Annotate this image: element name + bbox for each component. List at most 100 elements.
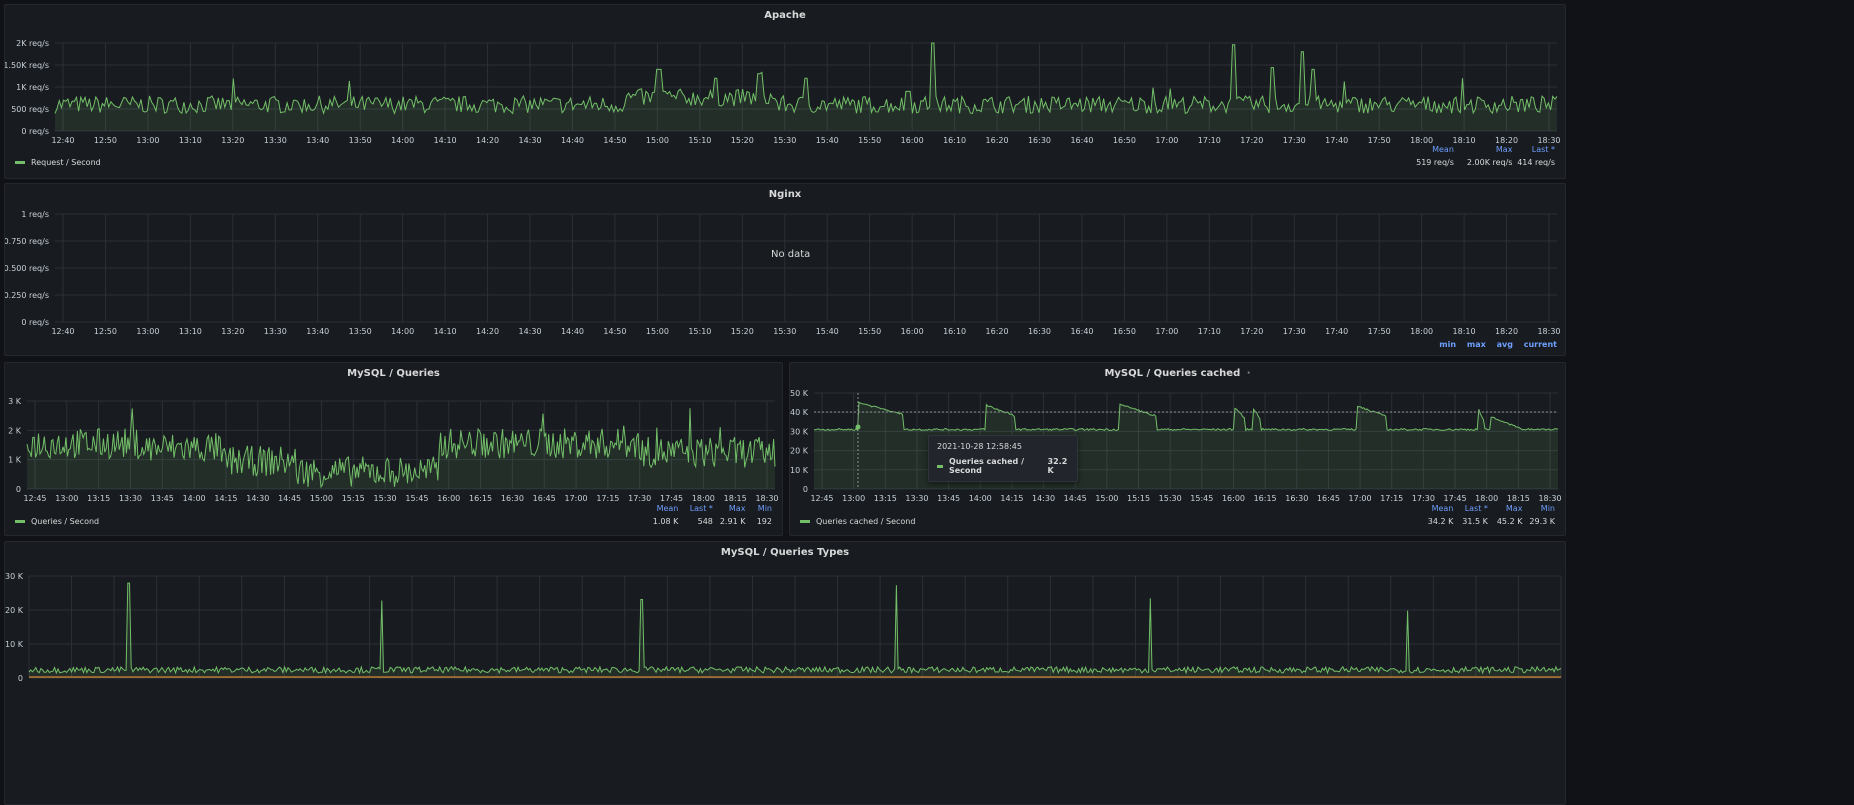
x-tick-label: 15:20 bbox=[731, 327, 754, 336]
legend-stats-values: 34.2 K 31.5 K 45.2 K 29.3 K bbox=[1421, 517, 1555, 526]
x-tick-label: 14:20 bbox=[476, 136, 499, 145]
x-tick-label: 14:30 bbox=[1032, 494, 1055, 503]
stat-value-min: 29.3 K bbox=[1529, 517, 1555, 526]
stat-header-last[interactable]: Last * bbox=[1464, 504, 1488, 513]
x-tick-label: 16:50 bbox=[1113, 327, 1136, 336]
panel-nginx[interactable]: Nginx 1 req/s 0.750 req/s 0.500 req/s 0.250… bbox=[4, 183, 1566, 356]
panel-title[interactable]: MySQL / Queries bbox=[347, 368, 440, 379]
x-tick-label: 13:50 bbox=[349, 327, 372, 336]
legend-stats-headers: Mean Last * Max Min bbox=[1421, 504, 1555, 513]
legend-item[interactable]: Queries / Second bbox=[15, 517, 99, 526]
legend-stats-values: 519 req/s 2.00K req/s 414 req/s bbox=[1404, 158, 1555, 167]
panel-title[interactable]: MySQL / Queries Types bbox=[720, 547, 850, 558]
series-color-swatch[interactable] bbox=[800, 520, 810, 523]
x-tick-label: 13:30 bbox=[119, 494, 142, 503]
panel-apache[interactable]: Apache 2K req/s 1.50K req/s 1K req/s 500 re… bbox=[4, 4, 1566, 179]
y-tick-label: 1K req/s bbox=[16, 83, 49, 92]
x-tick-label: 14:00 bbox=[183, 494, 206, 503]
calc-avg-link[interactable]: avg bbox=[1496, 340, 1513, 349]
x-tick-label: 16:40 bbox=[1070, 327, 1093, 336]
stat-header-mean[interactable]: Mean bbox=[656, 504, 679, 513]
y-tick-label: 30 K bbox=[790, 427, 809, 436]
series-color-swatch[interactable] bbox=[15, 161, 25, 164]
x-tick-label: 16:45 bbox=[533, 494, 556, 503]
mysql-queries-graph[interactable]: 3 K 2 K 1 K 012:45 13:00 13:15 13:30 13:45 14:00… bbox=[5, 363, 783, 536]
graph-tooltip: 2021-10-28 12:58:45 Queries cached / Sec… bbox=[928, 435, 1078, 482]
x-tick-label: 15:50 bbox=[858, 327, 881, 336]
x-tick-label: 15:15 bbox=[1127, 494, 1150, 503]
stat-header-min[interactable]: Min bbox=[757, 504, 772, 513]
y-tick-label: 1 req/s bbox=[21, 210, 49, 219]
x-tick-label: 17:20 bbox=[1240, 136, 1263, 145]
x-tick-label: 14:20 bbox=[476, 327, 499, 336]
x-tick-label: 13:00 bbox=[842, 494, 865, 503]
stat-header-max[interactable]: Max bbox=[1495, 145, 1513, 154]
legend-label[interactable]: Request / Second bbox=[31, 158, 101, 167]
x-tick-label: 17:15 bbox=[596, 494, 619, 503]
x-tick-label: 14:10 bbox=[434, 136, 457, 145]
x-tick-label: 16:20 bbox=[986, 327, 1009, 336]
x-tick-label: 18:15 bbox=[724, 494, 747, 503]
series-area bbox=[55, 43, 1557, 131]
x-tick-label: 16:30 bbox=[1285, 494, 1308, 503]
stat-header-last[interactable]: Last * bbox=[1531, 145, 1555, 154]
x-tick-label: 17:10 bbox=[1198, 327, 1221, 336]
x-tick-label: 13:20 bbox=[221, 136, 244, 145]
series-area bbox=[814, 402, 1558, 489]
legend-item[interactable]: Queries cached / Second bbox=[800, 517, 915, 526]
legend-stats-headers: Mean Last * Max Min bbox=[648, 504, 772, 513]
panel-menu-indicator[interactable]: · bbox=[1246, 368, 1251, 379]
y-tick-label: 2 K bbox=[8, 426, 22, 435]
x-tick-label: 15:50 bbox=[858, 136, 881, 145]
x-tick-label: 17:10 bbox=[1198, 136, 1221, 145]
x-tick-label: 14:50 bbox=[603, 136, 626, 145]
tooltip-series-value: 32.2 K bbox=[1047, 457, 1068, 475]
legend-item[interactable]: Request / Second bbox=[15, 158, 101, 167]
x-tick-label: 18:30 bbox=[755, 494, 778, 503]
panel-title[interactable]: Nginx bbox=[768, 189, 802, 200]
stat-header-mean[interactable]: Mean bbox=[1431, 504, 1454, 513]
panel-mysql-queries-types[interactable]: MySQL / Queries Types 30 K 20 K 10 K 0 bbox=[4, 541, 1566, 805]
x-tick-label: 16:30 bbox=[1028, 136, 1051, 145]
legend-label[interactable]: Queries cached / Second bbox=[816, 517, 916, 526]
panel-mysql-queries[interactable]: MySQL / Queries 3 K 2 K 1 K 0 12:45 13:00 13:1… bbox=[4, 362, 783, 536]
x-tick-label: 18:10 bbox=[1453, 327, 1476, 336]
x-tick-label: 16:40 bbox=[1070, 136, 1093, 145]
x-tick-label: 14:45 bbox=[278, 494, 301, 503]
calc-max-link[interactable]: max bbox=[1466, 340, 1486, 349]
no-data-message: No data bbox=[771, 249, 811, 260]
x-tick-label: 13:10 bbox=[179, 136, 202, 145]
x-tick-label: 15:30 bbox=[773, 136, 796, 145]
stat-header-last[interactable]: Last * bbox=[689, 504, 713, 513]
stat-header-max[interactable]: Max bbox=[728, 504, 746, 513]
stat-header-max[interactable]: Max bbox=[1505, 504, 1523, 513]
apache-graph[interactable]: 2K req/s 1.50K req/s 1K req/s 500 req/s 0 re… bbox=[5, 5, 1566, 179]
stat-header-mean[interactable]: Mean bbox=[1432, 145, 1454, 154]
x-tick-label: 17:50 bbox=[1368, 327, 1391, 336]
panel-title[interactable]: MySQL / Queries cached · bbox=[790, 367, 1565, 381]
x-tick-label: 13:30 bbox=[905, 494, 928, 503]
y-tick-label: 50 K bbox=[790, 389, 809, 398]
x-tick-label: 15:45 bbox=[405, 494, 428, 503]
nginx-graph[interactable]: 1 req/s 0.750 req/s 0.500 req/s 0.250 req/s… bbox=[5, 184, 1566, 356]
legend-stats-headers: Mean Max Last * bbox=[1404, 145, 1555, 154]
x-tick-label: 12:45 bbox=[810, 494, 833, 503]
legend-label[interactable]: Queries / Second bbox=[31, 517, 100, 526]
x-tick-label: 14:00 bbox=[391, 327, 414, 336]
series-color-swatch bbox=[937, 464, 943, 468]
x-tick-label: 18:00 bbox=[692, 494, 715, 503]
x-tick-label: 13:10 bbox=[179, 327, 202, 336]
mysql-queries-types-graph[interactable]: 30 K 20 K 10 K 0 bbox=[5, 542, 1566, 805]
stat-header-min[interactable]: Min bbox=[1540, 504, 1555, 513]
x-tick-label: 15:00 bbox=[646, 136, 669, 145]
x-tick-label: 12:40 bbox=[51, 136, 74, 145]
calc-min-link[interactable]: min bbox=[1439, 340, 1457, 349]
series-area bbox=[27, 408, 775, 489]
series-color-swatch[interactable] bbox=[15, 520, 25, 523]
calc-current-link[interactable]: current bbox=[1523, 340, 1557, 349]
panel-title[interactable]: Apache bbox=[764, 10, 806, 21]
y-tick-label: 1 K bbox=[8, 456, 22, 465]
panel-mysql-queries-cached[interactable]: MySQL / Queries cached · 50 K 40 K 30 K 20 … bbox=[789, 362, 1566, 536]
x-tick-label: 17:15 bbox=[1380, 494, 1403, 503]
x-tick-label: 15:30 bbox=[374, 494, 397, 503]
